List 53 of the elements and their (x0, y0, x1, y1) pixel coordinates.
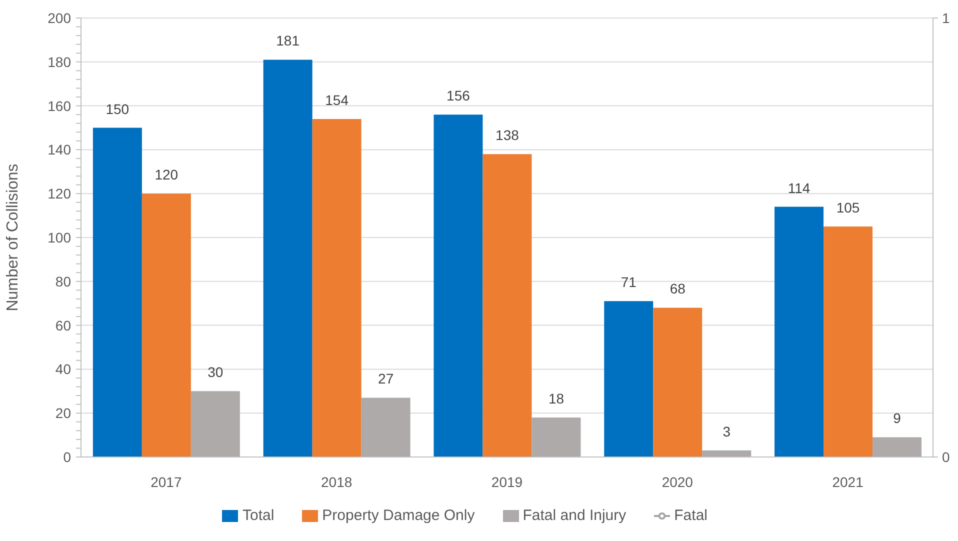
data-label: 71 (620, 274, 637, 290)
y-axis-title: Number of Collisions (4, 164, 22, 312)
data-label: 3 (722, 423, 731, 440)
bar (824, 226, 873, 457)
y-tick-label: 100 (48, 230, 72, 246)
y-tick-label: 200 (48, 10, 72, 26)
legend-label: Fatal (674, 507, 708, 524)
bar (604, 301, 654, 457)
bar (190, 391, 240, 457)
x-tick-label: 2017 (150, 474, 182, 490)
data-label: 156 (446, 88, 470, 104)
bar (361, 398, 410, 457)
data-label: 18 (548, 390, 564, 406)
legend-label: Property Damage Only (322, 507, 475, 524)
x-tick-label: 2018 (321, 474, 352, 490)
data-label: 138 (496, 127, 520, 144)
x-tick-label: 2021 (832, 474, 864, 490)
y-tick-label: 0 (63, 449, 72, 465)
data-label: 181 (276, 32, 300, 49)
bar (434, 114, 483, 457)
data-label: 30 (208, 364, 224, 380)
bar (653, 308, 702, 457)
x-tick-label: 2020 (662, 474, 694, 490)
x-tick-label: 2019 (491, 474, 523, 490)
data-label: 114 (788, 180, 810, 196)
y-tick-label: 160 (48, 98, 72, 114)
y-tick-label: 40 (55, 361, 72, 378)
bar (774, 206, 824, 457)
data-label: 9 (893, 410, 902, 426)
bar (702, 450, 752, 457)
bar (263, 60, 312, 457)
y-tick-label: 80 (55, 273, 72, 290)
legend-label: Total (242, 507, 274, 524)
y2-tick-label: 1 (942, 10, 950, 26)
bar (532, 417, 581, 457)
y-tick-label: 140 (48, 142, 72, 158)
y2-tick-label: 0 (942, 449, 950, 465)
y-tick-label: 60 (55, 317, 72, 334)
legend-label: Fatal and Injury (522, 507, 626, 524)
y-tick-label: 120 (48, 186, 72, 202)
data-label: 105 (836, 200, 860, 216)
data-label: 68 (670, 280, 686, 297)
data-label: 120 (154, 166, 178, 183)
data-label: 27 (378, 370, 394, 387)
bar (92, 128, 142, 457)
bar (872, 437, 922, 457)
y-tick-label: 20 (55, 405, 72, 422)
y-tick-label: 180 (48, 54, 72, 70)
data-label: 150 (106, 100, 130, 117)
bar (142, 194, 191, 457)
bar (482, 154, 532, 457)
bar (312, 118, 362, 457)
data-label: 154 (325, 92, 349, 108)
